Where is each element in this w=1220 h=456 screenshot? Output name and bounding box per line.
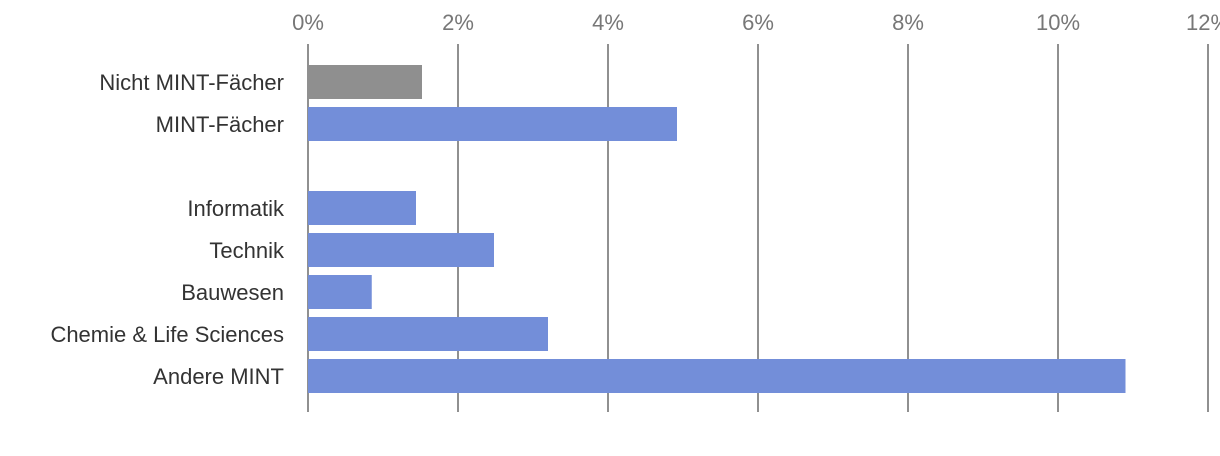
category-label: Informatik [187, 196, 285, 221]
bar [308, 275, 372, 309]
x-tick-label: 2% [442, 10, 474, 35]
x-tick-label: 10% [1036, 10, 1080, 35]
bar [308, 65, 422, 99]
category-label: Technik [209, 238, 285, 263]
bar [308, 233, 494, 267]
category-label: Nicht MINT-Fächer [99, 70, 284, 95]
x-axis-ticks: 0% 2% 4% 6% 8% 10% 12% [292, 10, 1220, 35]
bar [308, 359, 1126, 393]
category-label: Bauwesen [181, 280, 284, 305]
category-label: MINT-Fächer [156, 112, 284, 137]
x-tick-label: 4% [592, 10, 624, 35]
category-label: Chemie & Life Sciences [50, 322, 284, 347]
bars [308, 65, 1126, 393]
x-tick-label: 0% [292, 10, 324, 35]
category-labels: Nicht MINT-Fächer MINT-Fächer Informatik Te… [50, 70, 285, 389]
gridlines [307, 44, 1209, 412]
bar [308, 317, 548, 351]
bar [308, 107, 677, 141]
bar [308, 191, 416, 225]
x-tick-label: 6% [742, 10, 774, 35]
x-tick-label: 12% [1186, 10, 1220, 35]
category-label: Andere MINT [153, 364, 284, 389]
x-tick-label: 8% [892, 10, 924, 35]
